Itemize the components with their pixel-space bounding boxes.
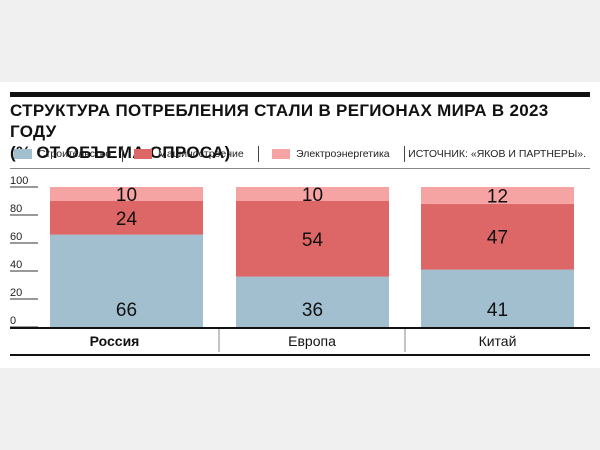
bar-segment <box>50 187 203 201</box>
data-label: 36 <box>302 300 323 321</box>
title-line-1: СТРУКТУРА ПОТРЕБЛЕНИЯ СТАЛИ В РЕГИОНАХ М… <box>10 101 549 141</box>
legend-separator <box>258 146 259 162</box>
legend-label-machinery: Машиностроение <box>158 148 244 160</box>
data-label: 24 <box>116 209 138 230</box>
y-tick-label: 100 <box>10 175 28 187</box>
y-tick-label: 80 <box>10 203 22 215</box>
source-note: ИСТОЧНИК: «ЯКОВ И ПАРТНЕРЫ». <box>408 148 586 160</box>
bar-segment <box>421 269 574 327</box>
y-tick-label: 40 <box>10 259 22 271</box>
legend-item-machinery: Машиностроение <box>134 146 244 162</box>
bar-segment <box>236 201 389 277</box>
bar-segment <box>50 234 203 327</box>
data-label: 12 <box>487 186 508 207</box>
legend-swatch-energy <box>272 149 290 159</box>
legend-label-construction: Строительство <box>38 148 112 160</box>
data-label: 54 <box>302 230 324 251</box>
bar-segment <box>236 187 389 201</box>
data-label: 10 <box>116 185 137 206</box>
data-label: 47 <box>487 228 508 249</box>
title-line-2: (% ОТ ОБЪЕМА СПРОСА) <box>10 143 231 162</box>
bottom-rule <box>10 354 590 356</box>
y-tick-label: 60 <box>10 231 22 243</box>
category-label: Китай <box>479 333 517 349</box>
legend-item-energy: Электроэнергетика <box>272 146 390 162</box>
legend: Строительство Машиностроение Электроэнер… <box>10 146 590 162</box>
data-label: 10 <box>302 185 323 206</box>
legend-swatch-construction <box>14 149 32 159</box>
bar-segment <box>50 201 203 235</box>
chart-title: СТРУКТУРА ПОТРЕБЛЕНИЯ СТАЛИ В РЕГИОНАХ М… <box>10 100 590 163</box>
legend-item-construction: Строительство <box>14 146 111 162</box>
category-label: Европа <box>288 333 336 349</box>
bar-segment <box>421 187 574 204</box>
x-axis-baseline <box>10 327 590 329</box>
data-label: 66 <box>116 300 137 321</box>
y-tick-label: 0 <box>10 315 16 327</box>
legend-separator <box>404 146 405 162</box>
y-tick-label: 20 <box>10 287 22 299</box>
stacked-bar-chart: 0 20 40 60 80 100 66 24 10 36 54 10 41 47 12 Россия Евро… <box>10 175 590 356</box>
data-label: 41 <box>487 300 508 321</box>
legend-swatch-machinery <box>134 149 152 159</box>
legend-label-energy: Электроэнергетика <box>296 148 390 160</box>
category-label: Россия <box>90 333 140 349</box>
legend-rule <box>10 168 590 169</box>
bar-segment <box>236 276 389 327</box>
top-rule <box>10 92 590 97</box>
bar-segment <box>421 203 574 270</box>
legend-separator <box>122 146 123 162</box>
